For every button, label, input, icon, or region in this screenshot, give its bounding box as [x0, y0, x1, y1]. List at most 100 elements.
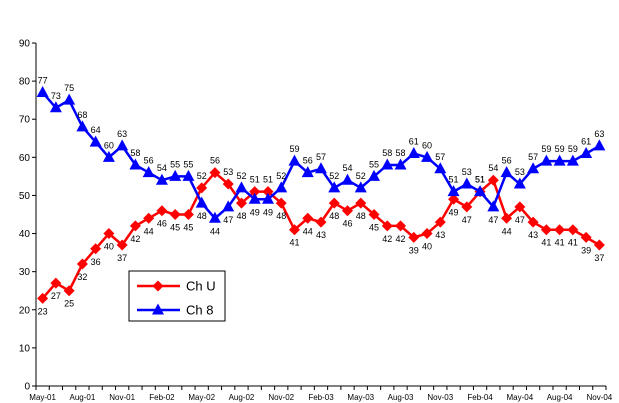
data-point: [527, 162, 540, 174]
data-label: 48: [329, 211, 339, 221]
data-label: 52: [197, 171, 207, 181]
y-axis-ticks: 0 10 20 30 40 50 60 70 80 90: [19, 39, 36, 393]
data-point: [89, 135, 102, 147]
data-point: [554, 224, 566, 236]
x-tick-label: Feb-03: [308, 393, 334, 402]
data-point: [394, 158, 407, 170]
data-point: [235, 197, 247, 209]
data-label: 73: [51, 91, 61, 101]
data-label: 48: [276, 211, 286, 221]
data-label: 48: [236, 211, 246, 221]
x-tick-label: May-04: [506, 393, 533, 402]
x-tick-label: Aug-02: [229, 393, 255, 402]
data-label: 55: [369, 159, 379, 169]
y-tick-label: 50: [19, 191, 31, 202]
data-label: 75: [64, 83, 74, 93]
data-point: [355, 197, 367, 209]
data-label: 63: [117, 129, 127, 139]
data-point: [487, 200, 500, 212]
data-label: 45: [369, 223, 379, 233]
data-point: [421, 150, 434, 162]
data-label: 51: [475, 175, 485, 185]
data-label: 47: [223, 215, 233, 225]
data-label: 48: [356, 211, 366, 221]
data-label: 55: [170, 159, 180, 169]
data-point: [155, 173, 168, 185]
data-label: 54: [488, 163, 498, 173]
x-tick-label: Nov-01: [109, 393, 135, 402]
data-point: [408, 231, 420, 243]
data-point: [593, 239, 605, 251]
data-label: 44: [502, 226, 512, 236]
data-label: 59: [568, 144, 578, 154]
data-point: [368, 169, 381, 181]
data-label: 57: [435, 152, 445, 162]
legend-box: [128, 270, 226, 322]
data-point: [448, 193, 460, 205]
data-label: 36: [91, 257, 101, 267]
data-label: 51: [475, 175, 485, 185]
data-label: 39: [409, 245, 419, 255]
data-label: 60: [104, 140, 114, 150]
legend-label: Ch U: [186, 279, 216, 294]
legend-marker: [152, 280, 164, 292]
data-label: 52: [356, 171, 366, 181]
data-label: 44: [144, 226, 154, 236]
data-label: 32: [77, 272, 87, 282]
data-label: 47: [515, 215, 525, 225]
data-label: 43: [435, 230, 445, 240]
data-point: [182, 169, 195, 181]
data-label: 41: [541, 238, 551, 248]
y-tick-label: 30: [19, 267, 31, 278]
data-point: [63, 285, 75, 297]
data-point: [368, 209, 380, 220]
data-point: [169, 209, 181, 220]
series-layer: [36, 86, 606, 304]
data-label: 42: [382, 234, 392, 244]
data-point: [461, 201, 473, 213]
data-label: 77: [38, 76, 48, 86]
data-point: [116, 239, 128, 251]
data-label: 68: [77, 110, 87, 120]
data-label: 45: [183, 223, 193, 233]
data-label: 49: [449, 207, 459, 217]
data-point: [262, 186, 274, 198]
data-label: 47: [462, 215, 472, 225]
data-point: [540, 154, 553, 166]
data-label: 42: [130, 234, 140, 244]
y-tick-label: 90: [19, 39, 31, 50]
data-label: 54: [157, 163, 167, 173]
data-label: 39: [581, 245, 591, 255]
x-tick-label: Aug-03: [388, 393, 414, 402]
data-label: 41: [555, 238, 565, 248]
x-tick-label: Aug-04: [547, 393, 573, 402]
data-label: 63: [594, 129, 604, 139]
data-label: 53: [515, 167, 525, 177]
data-label: 64: [91, 125, 101, 135]
data-label: 58: [382, 148, 392, 158]
data-point: [487, 174, 499, 186]
data-label: 40: [104, 242, 114, 252]
data-point: [302, 212, 314, 224]
data-point: [434, 216, 446, 228]
y-tick-label: 70: [19, 115, 31, 126]
data-point: [421, 228, 433, 240]
data-point: [301, 166, 314, 178]
data-label: 58: [396, 148, 406, 158]
data-label: 57: [316, 152, 326, 162]
data-point: [261, 192, 274, 204]
data-point: [182, 209, 194, 220]
data-point: [460, 177, 473, 189]
data-label: 37: [117, 253, 127, 263]
data-label: 51: [449, 175, 459, 185]
data-point: [196, 182, 208, 194]
data-label: 46: [157, 219, 167, 229]
data-point: [143, 212, 155, 224]
data-label: 61: [409, 137, 419, 147]
data-point: [129, 220, 141, 232]
data-label: 37: [594, 253, 604, 263]
x-tick-label: Feb-02: [149, 393, 175, 402]
data-point: [116, 139, 129, 151]
data-label: 45: [170, 223, 180, 233]
data-point: [288, 224, 300, 236]
